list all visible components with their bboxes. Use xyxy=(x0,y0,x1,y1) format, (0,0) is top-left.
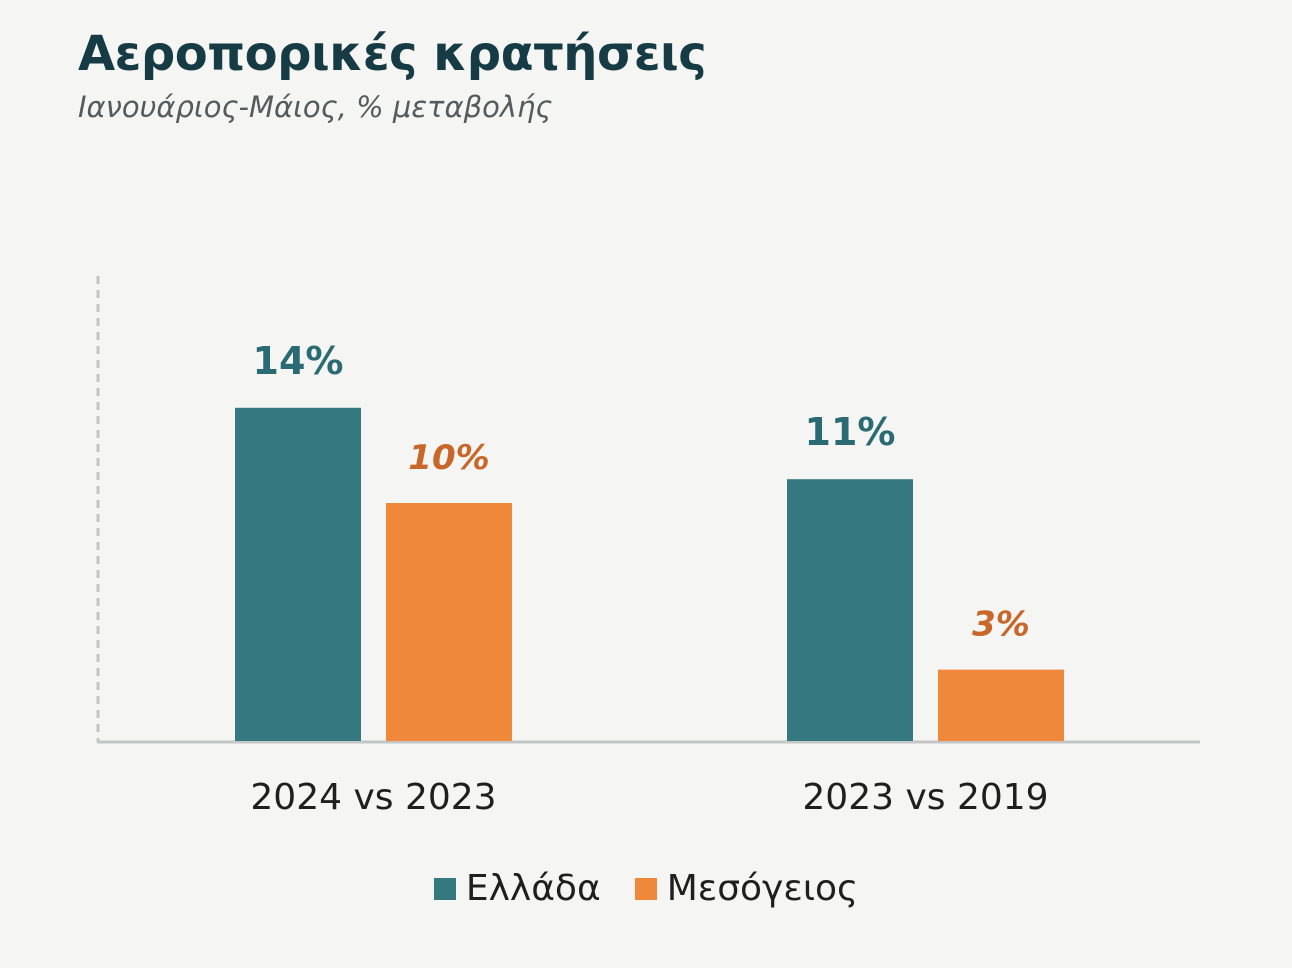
category-label-1: 2023 vs 2019 xyxy=(802,777,1048,818)
value-label-mediterranean-0: 10% xyxy=(408,438,489,478)
legend: Ελλάδα Μεσόγειος xyxy=(0,868,1292,909)
category-labels-group: 2024 vs 2023 2023 vs 2019 xyxy=(250,777,1048,818)
bars-group xyxy=(235,407,1064,741)
legend-swatch-mediterranean xyxy=(634,877,657,900)
bar-greece-1 xyxy=(787,479,913,741)
value-label-greece-0: 14% xyxy=(253,339,344,383)
chart-subtitle: Ιανουάριος-Μάιος, % μεταβολής xyxy=(78,90,553,124)
value-labels-group: 14% 10% 11% 3% xyxy=(253,339,1030,645)
chart-title: Αεροπορικές κρατήσεις xyxy=(78,26,707,82)
legend-label-greece: Ελλάδα xyxy=(465,868,601,909)
bar-mediterranean-1 xyxy=(938,669,1064,741)
bar-chart: 14% 10% 11% 3% 2024 vs 2023 2023 vs 2019 xyxy=(96,276,1200,818)
legend-item-mediterranean: Μεσόγειος xyxy=(634,868,859,909)
bar-mediterranean-0 xyxy=(386,503,512,741)
legend-label-mediterranean: Μεσόγειος xyxy=(666,868,859,909)
category-label-0: 2024 vs 2023 xyxy=(250,777,496,818)
value-label-mediterranean-1: 3% xyxy=(972,605,1030,645)
legend-swatch-greece xyxy=(433,877,456,900)
bar-greece-0 xyxy=(235,407,361,741)
value-label-greece-1: 11% xyxy=(805,410,896,454)
legend-item-greece: Ελλάδα xyxy=(433,868,601,909)
